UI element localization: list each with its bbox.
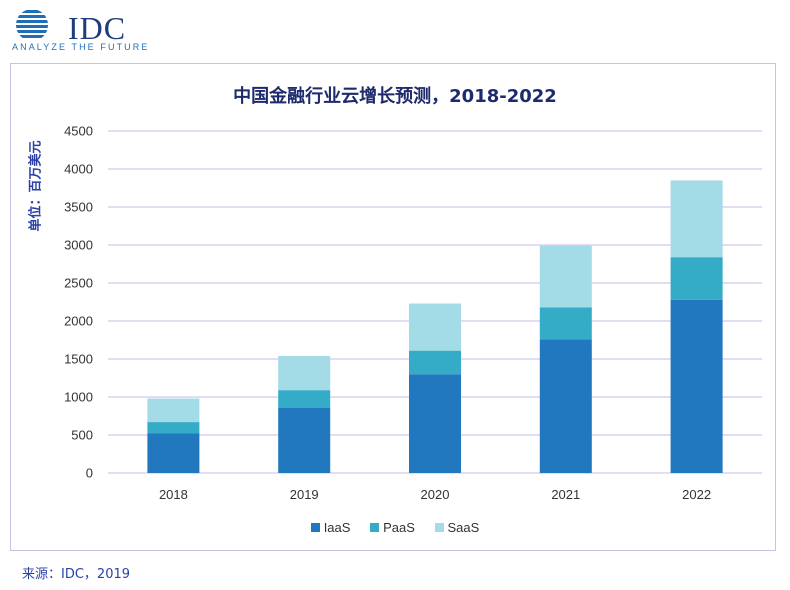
bar-paas-2020: [409, 350, 461, 375]
legend-swatch-paas: [370, 523, 380, 532]
y-tick-label-0: 0: [86, 466, 93, 481]
globe-icon: [16, 9, 48, 41]
bar-iaas-2021: [539, 339, 592, 473]
bar-saas-2021: [539, 245, 592, 308]
x-tick-label-2018: 2018: [159, 487, 188, 502]
idc-logo: IDC ANALYZE THE FUTURE: [10, 8, 160, 58]
source-note: 来源：IDC，2019: [22, 567, 131, 582]
y-tick-label-4500: 4500: [64, 124, 93, 139]
y-tick-label-1000: 1000: [64, 390, 93, 405]
chart-panel: [10, 63, 776, 551]
bar-saas-2022: [670, 180, 723, 258]
bar-iaas-2018: [147, 433, 200, 473]
chart-title: 中国金融行业云增长预测，2018-2022: [233, 86, 557, 107]
y-tick-label-2000: 2000: [64, 314, 93, 329]
bar-paas-2021: [539, 307, 592, 340]
bar-iaas-2020: [409, 374, 461, 473]
y-tick-label-4000: 4000: [64, 162, 93, 177]
legend-item-saas: SaaS: [434, 520, 480, 535]
y-tick-label-3000: 3000: [64, 238, 93, 253]
legend-label-iaas: IaaS: [323, 520, 351, 535]
bar-iaas-2022: [670, 299, 723, 473]
x-tick-label-2019: 2019: [290, 487, 319, 502]
logo-name: IDC: [68, 10, 127, 46]
bar-iaas-2019: [278, 407, 331, 473]
y-tick-label-1500: 1500: [64, 352, 93, 367]
bar-saas-2020: [409, 303, 461, 351]
y-tick-label-2500: 2500: [64, 276, 93, 291]
bar-paas-2018: [147, 422, 200, 434]
legend-label-paas: PaaS: [383, 520, 415, 535]
legend-swatch-iaas: [310, 523, 320, 532]
bar-saas-2019: [278, 355, 331, 391]
bar-paas-2022: [670, 257, 723, 300]
legend: IaaS PaaS SaaS: [0, 520, 790, 535]
legend-item-paas: PaaS: [370, 520, 415, 535]
x-tick-label-2021: 2021: [551, 487, 580, 502]
bar-saas-2018: [147, 398, 200, 423]
legend-item-iaas: IaaS: [310, 520, 351, 535]
logo-tagline: ANALYZE THE FUTURE: [12, 42, 150, 52]
x-tick-label-2020: 2020: [421, 487, 450, 502]
legend-label-saas: SaaS: [447, 520, 480, 535]
y-tick-label-3500: 3500: [64, 200, 93, 215]
bar-paas-2019: [278, 390, 331, 408]
y-tick-label-500: 500: [71, 428, 93, 443]
x-tick-label-2022: 2022: [682, 487, 711, 502]
legend-swatch-saas: [434, 523, 444, 532]
